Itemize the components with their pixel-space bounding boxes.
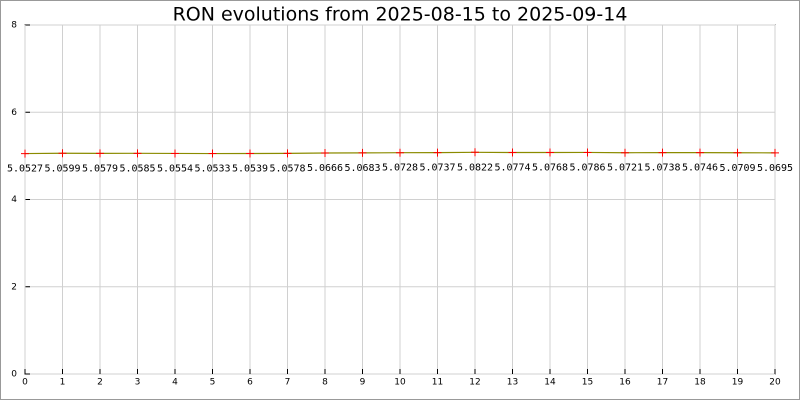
x-tick-label: 7 (285, 378, 291, 388)
point-marker (208, 149, 217, 158)
value-label: 5.0737 (419, 163, 455, 174)
value-label: 5.0774 (494, 162, 530, 173)
x-tick-label: 9 (360, 378, 366, 388)
value-label: 5.0738 (644, 163, 680, 174)
x-tick-label: 2 (97, 378, 103, 388)
point-marker (733, 148, 742, 157)
x-tick-label: 18 (694, 378, 706, 388)
value-label: 5.0599 (44, 163, 80, 174)
value-label: 5.0822 (457, 162, 493, 173)
point-marker (546, 148, 554, 157)
x-tick-label: 1 (60, 378, 66, 388)
x-tick-label: 3 (135, 378, 141, 388)
value-label: 5.0683 (344, 163, 380, 174)
point-marker (583, 148, 592, 157)
x-tick-label: 11 (432, 378, 443, 388)
x-tick-label: 4 (172, 378, 178, 388)
x-tick-label: 16 (619, 378, 631, 388)
value-label: 5.0579 (82, 163, 118, 174)
value-label: 5.0768 (532, 163, 568, 174)
point-marker (658, 148, 667, 157)
point-marker (133, 149, 142, 158)
y-tick-label: 2 (11, 282, 17, 292)
value-label: 5.0728 (382, 163, 418, 174)
y-tick-label: 0 (11, 370, 17, 380)
x-tick-label: 8 (322, 378, 328, 388)
point-marker (433, 148, 442, 157)
x-tick-label: 10 (394, 378, 406, 388)
value-label: 5.0578 (269, 163, 305, 174)
x-tick-label: 13 (507, 378, 518, 388)
point-marker (696, 148, 704, 157)
value-label: 5.0666 (307, 163, 343, 174)
value-label: 5.0746 (682, 163, 718, 174)
point-marker (471, 148, 479, 157)
value-label: 5.0721 (607, 163, 643, 174)
point-marker (771, 148, 779, 157)
point-marker (96, 149, 104, 158)
point-marker (58, 149, 67, 158)
value-label: 5.0695 (757, 163, 793, 174)
chart-title: RON evolutions from 2025-08-15 to 2025-0… (173, 4, 628, 26)
point-marker (396, 148, 404, 157)
x-tick-label: 14 (544, 378, 556, 388)
y-tick-label: 4 (11, 195, 17, 205)
point-marker (621, 148, 629, 157)
point-marker (283, 149, 292, 158)
x-tick-label: 20 (769, 378, 781, 388)
value-label: 5.0786 (569, 162, 605, 173)
x-tick-label: 0 (22, 378, 28, 388)
x-tick-label: 5 (210, 378, 216, 388)
point-marker (321, 148, 329, 157)
y-tick-label: 6 (11, 108, 17, 118)
value-label: 5.0539 (232, 164, 268, 175)
x-tick-label: 19 (732, 378, 744, 388)
x-tick-label: 6 (247, 378, 253, 388)
point-marker (21, 149, 29, 158)
point-marker (171, 149, 179, 158)
x-tick-label: 15 (582, 378, 593, 388)
value-label: 5.0585 (119, 163, 155, 174)
value-label: 5.0533 (194, 164, 230, 175)
value-label: 5.0709 (719, 163, 755, 174)
value-label: 5.0527 (7, 164, 43, 175)
y-tick-label: 8 (11, 21, 17, 31)
x-tick-label: 17 (657, 378, 668, 388)
value-label: 5.0554 (157, 163, 193, 174)
point-marker (358, 148, 367, 157)
x-tick-label: 12 (469, 378, 480, 388)
point-marker (246, 149, 254, 158)
point-marker (508, 148, 517, 157)
